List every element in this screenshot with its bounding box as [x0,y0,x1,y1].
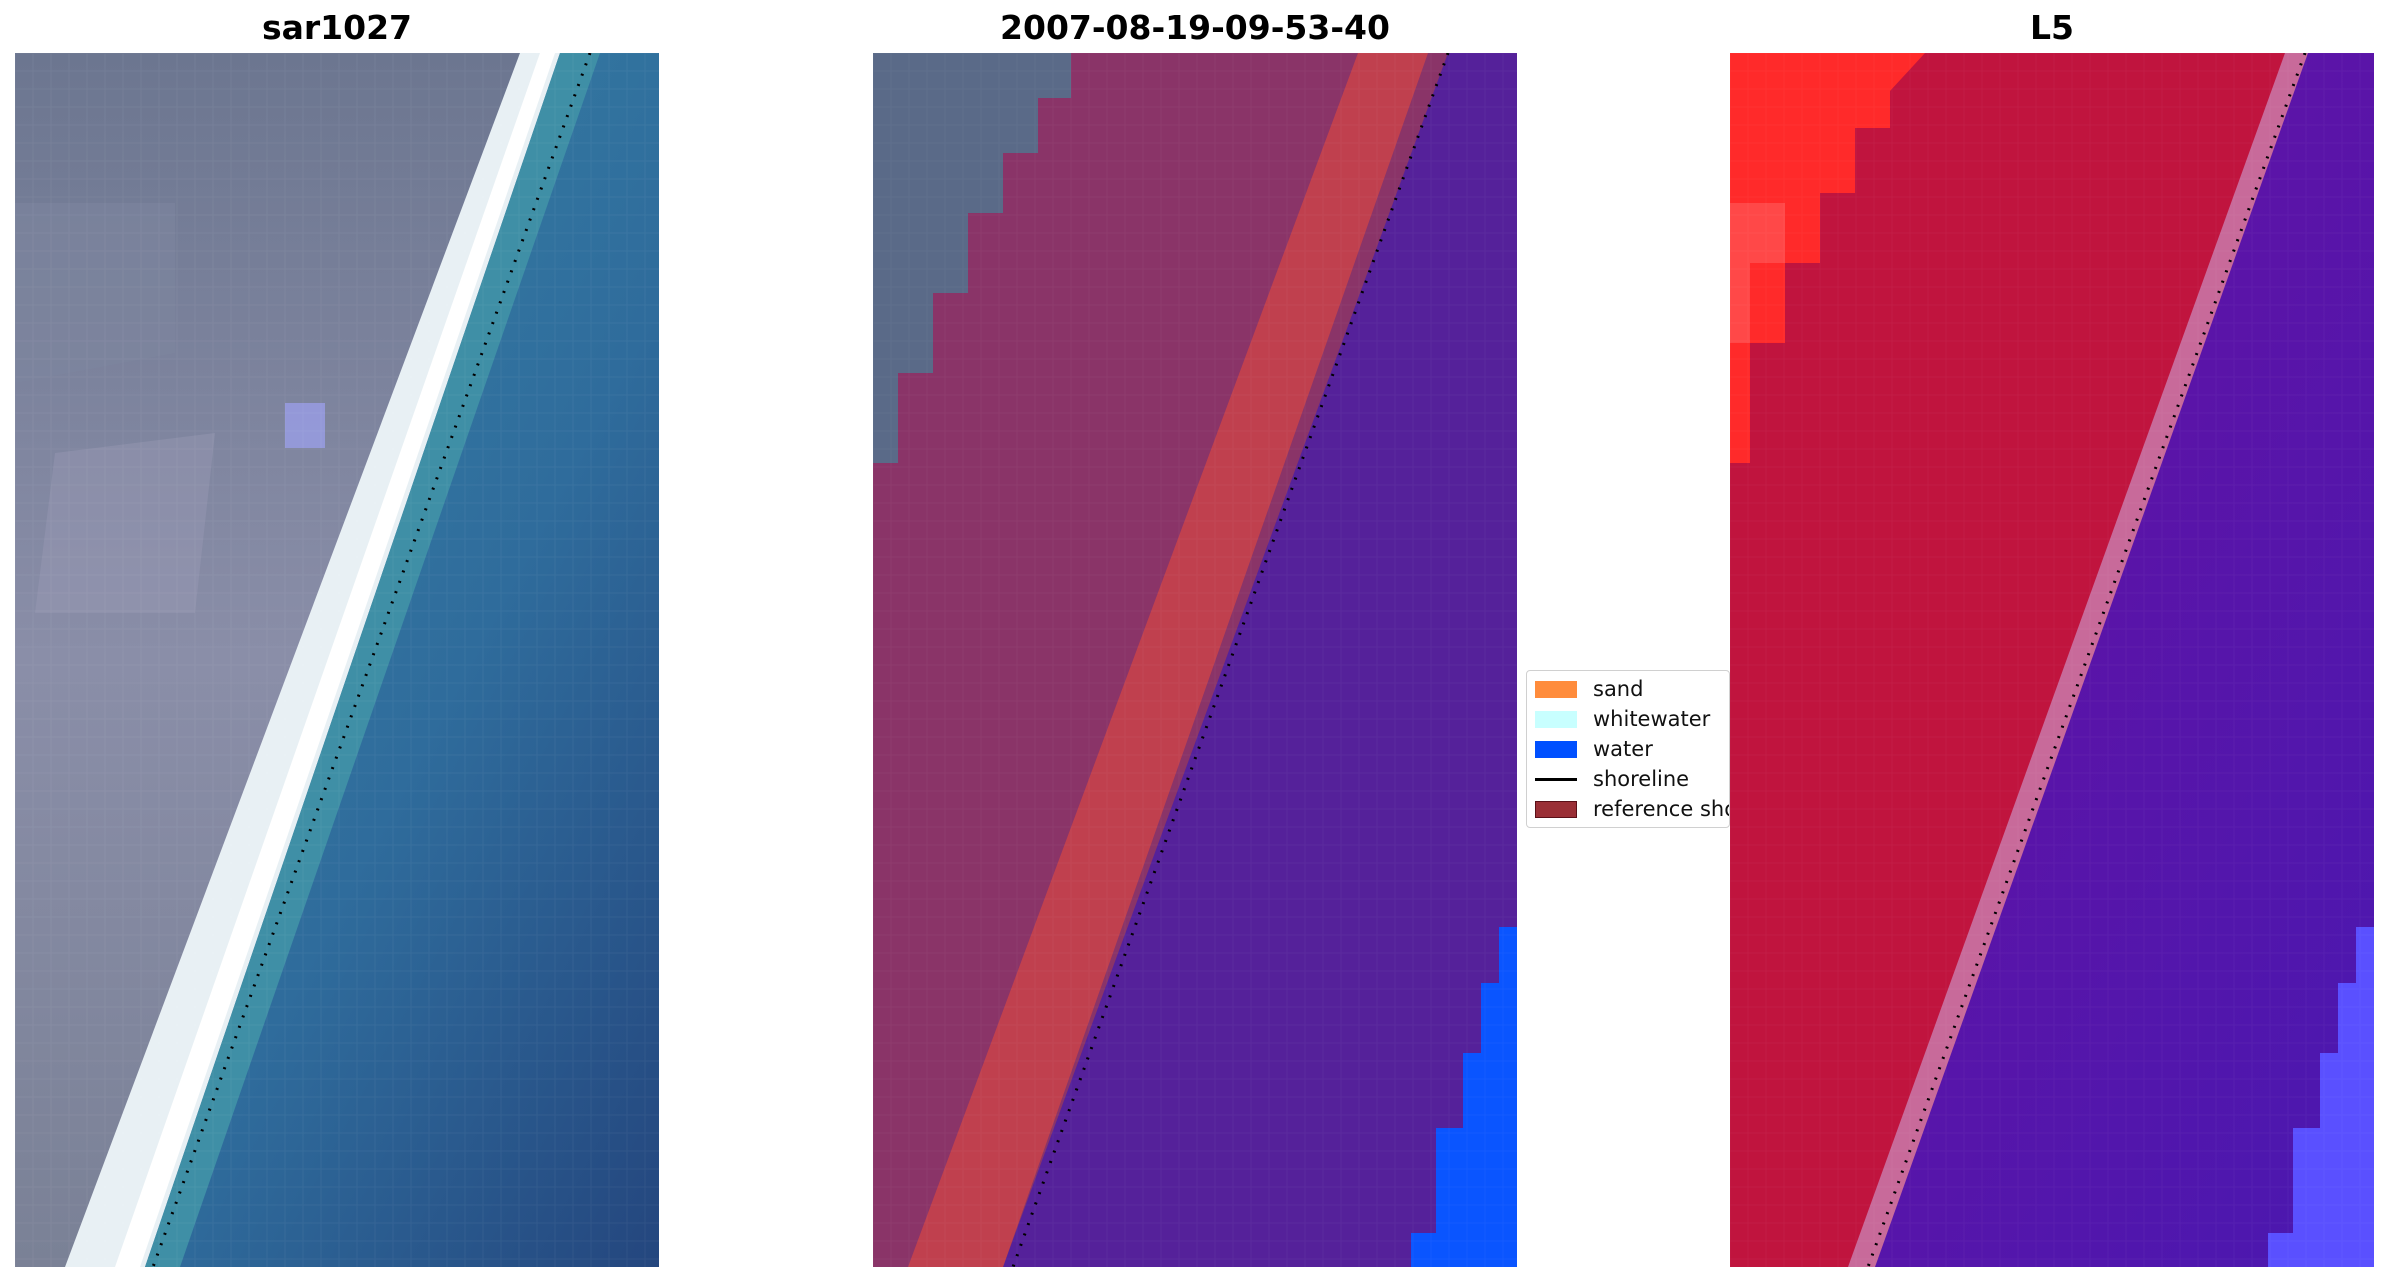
panel-title-2: 2007-08-19-09-53-40 [1000,8,1390,47]
whitewater-swatch [1535,710,1577,728]
rgb-image-panel [15,53,659,1267]
legend-item-whitewater: whitewater [1535,704,1710,734]
panel-title-3: L5 [2030,8,2074,47]
legend-label-sand: sand [1593,677,1644,701]
legend-label-shoreline: shoreline [1593,767,1690,791]
legend: sand whitewater water shoreline referenc… [1526,670,1730,828]
legend-label-reference: reference sho [1593,797,1730,821]
index-panel [1730,53,2374,1267]
legend-item-shoreline: shoreline [1535,764,1689,794]
pixel-grid [873,53,1517,1267]
reference-swatch [1535,800,1577,818]
sand-swatch [1535,680,1577,698]
legend-label-water: water [1593,737,1653,761]
water-swatch [1535,740,1577,758]
shoreline-line-icon [1535,777,1577,781]
pixel-grid [15,53,659,1267]
legend-label-whitewater: whitewater [1593,707,1711,731]
classification-panel [873,53,1517,1267]
legend-item-sand: sand [1535,674,1643,704]
legend-item-reference-shoreline: reference sho [1535,794,1730,824]
panel-title-1: sar1027 [261,8,413,47]
pixel-grid [1730,53,2374,1267]
legend-item-water: water [1535,734,1653,764]
